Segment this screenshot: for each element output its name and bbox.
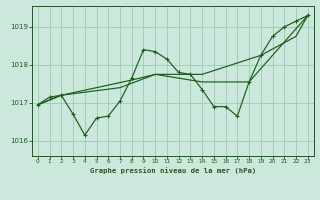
- X-axis label: Graphe pression niveau de la mer (hPa): Graphe pression niveau de la mer (hPa): [90, 167, 256, 174]
